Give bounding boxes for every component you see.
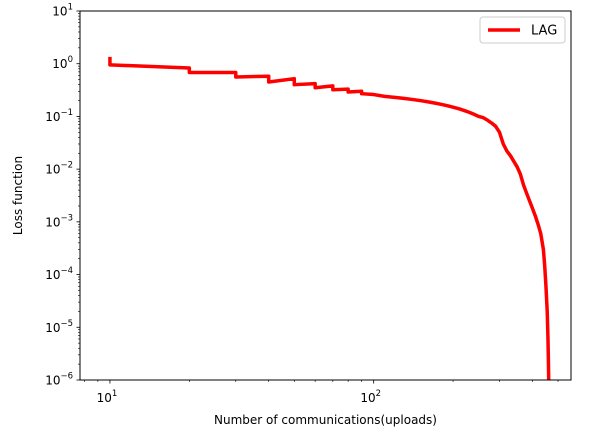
y-axis-label: Loss function [11,156,25,235]
x-tick-label: 102 [360,389,381,405]
y-tick-label: 10−5 [45,319,73,335]
plot-background [80,11,571,380]
y-axis: 10−6 10−5 10−4 10−3 10−2 10−1 100 101 [45,3,80,388]
x-axis-label: Number of communications(uploads) [214,413,437,427]
series-layer [108,56,551,381]
legend-box [479,16,566,44]
y-tick-label: 10−1 [45,108,73,124]
legend-label-lag: LAG [531,24,557,39]
x-tick-label: 101 [97,389,118,405]
y-tick-label: 101 [52,3,73,19]
y-tick-label: 100 [52,55,73,71]
y-tick-label: 10−3 [45,213,73,229]
y-tick-label: 10−2 [45,161,73,177]
series-line-lag [108,56,551,381]
y-tick-label: 10−4 [45,266,73,282]
legend: LAG [479,16,566,44]
y-tick-label: 10−6 [45,372,73,388]
x-axis: 101 102 [84,380,559,405]
plot-frame [79,10,572,381]
